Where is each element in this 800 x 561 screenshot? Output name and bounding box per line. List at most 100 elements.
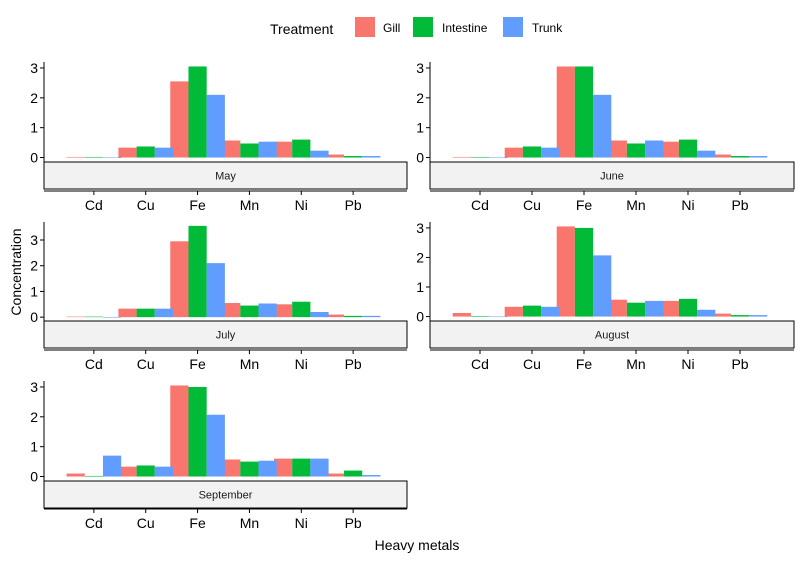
- bar-may-cd-intestine: [84, 156, 103, 158]
- bar-june-cd-trunk: [489, 157, 508, 159]
- bar-september-cu-trunk: [154, 466, 174, 477]
- x-tick-label-mn: Mn: [240, 356, 259, 372]
- x-tick-label-mn: Mn: [240, 515, 259, 531]
- x-tick-label-cu: Cu: [137, 197, 155, 213]
- y-tick-label: 3: [416, 220, 424, 236]
- x-tick-label-ni: Ni: [681, 356, 694, 372]
- x-tick-label-ni: Ni: [295, 356, 308, 372]
- bar-june-cd-gill: [452, 156, 471, 158]
- bar-june-cd-intestine: [470, 156, 490, 158]
- bar-august-cu-gill: [504, 306, 523, 317]
- panel-september: 0 1 2 3 September Cd Cu Fe Mn Ni Pb: [30, 379, 408, 531]
- bar-june-fe-intestine: [574, 66, 594, 158]
- bar-august-mn-intestine: [626, 302, 646, 317]
- facet-label: July: [216, 330, 236, 342]
- legend-title: Treatment: [270, 21, 333, 37]
- y-tick-label: 0: [30, 469, 38, 485]
- bar-june-ni-intestine: [678, 139, 698, 158]
- bar-july-ni-gill: [273, 304, 293, 318]
- bar-may-pb-intestine: [344, 156, 363, 158]
- y-axis-title: Concentration: [8, 228, 24, 315]
- bar-september-cu-intestine: [136, 465, 155, 477]
- panel-august: 0 1 2 3 August Cd Cu Fe Mn Ni Pb: [416, 220, 795, 372]
- bar-may-fe-intestine: [188, 66, 207, 158]
- bar-july-cd-gill: [66, 316, 85, 318]
- y-tick-label: 3: [30, 60, 38, 76]
- y-tick-label: 3: [416, 60, 424, 76]
- y-tick-label: 3: [30, 379, 38, 395]
- x-tick-label-mn: Mn: [626, 356, 645, 372]
- legend-label-trunk: Trunk: [532, 21, 563, 35]
- bar-may-ni-trunk: [310, 150, 329, 158]
- facet-strip: [43, 161, 408, 190]
- y-tick-label: 2: [30, 409, 38, 425]
- bar-june-cu-intestine: [522, 146, 542, 158]
- bar-june-fe-trunk: [593, 94, 612, 158]
- bar-june-mn-trunk: [645, 140, 664, 158]
- bar-august-fe-gill: [556, 226, 575, 317]
- bar-september-pb-intestine: [344, 470, 363, 477]
- x-tick-label-pb: Pb: [345, 197, 362, 213]
- facet-label: June: [600, 171, 624, 183]
- bar-august-cd-trunk: [489, 316, 508, 318]
- y-tick-label: 2: [30, 90, 38, 106]
- bar-june-ni-trunk: [697, 150, 716, 158]
- legend-label-gill: Gill: [383, 21, 400, 35]
- x-tick-label-cd: Cd: [85, 356, 103, 372]
- legend-label-intestine: Intestine: [442, 21, 488, 35]
- y-tick-label: 0: [30, 150, 38, 166]
- x-tick-label-ni: Ni: [295, 515, 308, 531]
- bar-may-cu-intestine: [136, 146, 155, 158]
- bar-july-pb-gill: [325, 314, 345, 318]
- facet-strip: [43, 320, 408, 349]
- bar-august-cd-intestine: [470, 315, 490, 317]
- y-tick-label: 2: [416, 249, 424, 265]
- bar-may-cu-gill: [118, 147, 137, 158]
- x-tick-label-cd: Cd: [85, 197, 103, 213]
- bar-may-cd-gill: [66, 156, 85, 158]
- bar-may-ni-intestine: [292, 139, 311, 158]
- bar-july-cu-gill: [118, 308, 137, 318]
- bar-june-pb-intestine: [730, 156, 750, 158]
- bar-may-cd-trunk: [102, 157, 122, 159]
- bar-september-cu-gill: [118, 466, 137, 477]
- bar-june-ni-gill: [660, 141, 679, 158]
- legend-swatch-gill: [355, 17, 375, 37]
- y-tick-label: 2: [30, 258, 38, 274]
- bar-june-cu-trunk: [541, 147, 560, 158]
- legend-swatch-trunk: [503, 17, 523, 37]
- bar-august-cu-intestine: [522, 305, 542, 317]
- x-tick-label-ni: Ni: [295, 197, 308, 213]
- bar-august-mn-trunk: [645, 300, 664, 317]
- bar-september-pb-gill: [325, 473, 345, 477]
- facet-label: May: [215, 171, 236, 183]
- bar-september-fe-gill: [170, 385, 189, 477]
- bar-june-fe-gill: [556, 66, 575, 158]
- x-tick-label-pb: Pb: [345, 356, 362, 372]
- panel-may: 0 1 2 3 May Cd Cu Fe Mn Ni Pb: [30, 60, 408, 213]
- x-tick-label-fe: Fe: [189, 356, 206, 372]
- y-tick-label: 1: [30, 283, 38, 299]
- bar-june-pb-gill: [712, 154, 731, 158]
- x-tick-label-fe: Fe: [189, 197, 206, 213]
- y-tick-label: 1: [416, 120, 424, 136]
- bar-august-cu-trunk: [541, 306, 560, 317]
- x-tick-label-pb: Pb: [345, 515, 362, 531]
- bar-june-mn-intestine: [626, 143, 646, 158]
- bar-september-mn-intestine: [240, 461, 259, 477]
- y-tick-label: 0: [416, 309, 424, 325]
- bar-may-cu-trunk: [154, 147, 174, 158]
- panel-june: 0 1 2 3 June Cd Cu Fe Mn Ni Pb: [416, 60, 795, 213]
- legend-swatch-intestine: [413, 17, 433, 37]
- x-tick-label-cu: Cu: [523, 197, 541, 213]
- bar-september-fe-trunk: [206, 414, 225, 477]
- x-tick-label-mn: Mn: [240, 197, 259, 213]
- bar-august-pb-trunk: [749, 315, 768, 317]
- bar-september-mn-trunk: [258, 460, 277, 477]
- y-tick-label: 1: [416, 279, 424, 295]
- x-tick-label-cd: Cd: [471, 197, 489, 213]
- bar-september-mn-gill: [222, 459, 241, 477]
- bar-august-mn-gill: [608, 299, 627, 317]
- bar-june-cu-gill: [504, 147, 523, 158]
